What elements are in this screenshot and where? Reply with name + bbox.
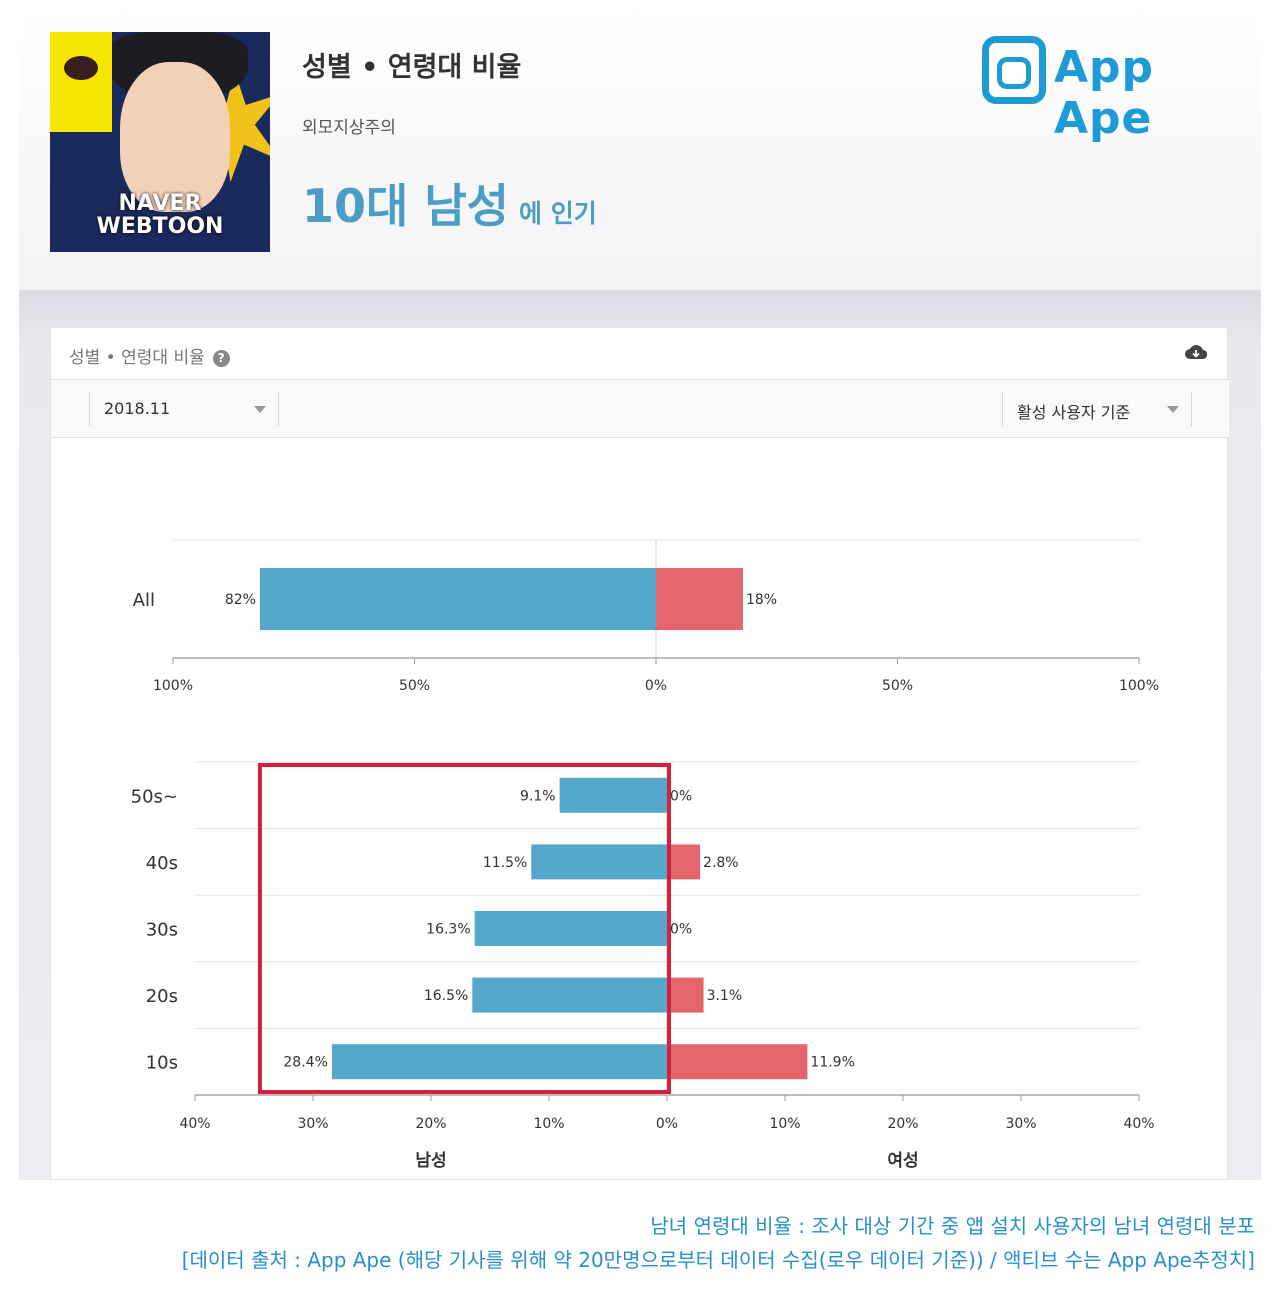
popular-segment: 10대 남성 에 인기 <box>302 170 597 236</box>
x-tick-label: 50% <box>882 678 913 694</box>
period-select[interactable]: 2018.11 <box>89 392 279 426</box>
male-value-label: 11.5% <box>483 855 527 871</box>
ape-face-icon <box>982 36 1046 104</box>
page-title: 성별 • 연령대 비율 <box>302 52 522 83</box>
app-ape-logo: App Ape <box>982 36 1242 144</box>
basis-select[interactable]: 활성 사용자 기준 <box>1002 392 1192 426</box>
male-bar <box>474 911 667 946</box>
panel-title: 성별 • 연령대 비율? <box>69 343 230 368</box>
male-bar <box>531 844 667 880</box>
panel-title-text: 성별 • 연령대 비율 <box>69 348 205 368</box>
x-tick-label: 10% <box>533 1116 564 1132</box>
male-value-label: 28.4% <box>283 1055 327 1071</box>
female-bar <box>667 844 701 880</box>
female-value-label: 18% <box>746 592 777 608</box>
male-bar <box>472 977 667 1013</box>
basis-select-value: 활성 사용자 기준 <box>1017 403 1131 422</box>
period-select-value: 2018.11 <box>104 399 171 418</box>
gender-age-chart: 100% 50% 0% 50% 100% 82% 18% All 40% 30% 20% 10% 0% 1… <box>131 539 1159 1171</box>
app-thumbnail: NAVER WEBTOON <box>50 32 270 252</box>
x-tick-label: 10% <box>769 1116 800 1132</box>
x-tick-label: 30% <box>297 1116 328 1132</box>
category-label: All <box>133 590 155 611</box>
female-value-label: 2.8% <box>703 855 739 871</box>
chevron-down-icon <box>1167 406 1179 413</box>
thumbnail-brand-line1: NAVER <box>118 191 202 216</box>
male-bar <box>259 568 656 630</box>
male-bar <box>331 1044 667 1080</box>
caption-line-2: [데이터 출처 : App Ape (해당 기사를 위해 약 20만명으로부터 … <box>181 1248 1255 1272</box>
highlight-box <box>257 763 671 1094</box>
thumbnail-face-graphic <box>120 62 230 212</box>
x-tick-label: 20% <box>887 1116 918 1132</box>
category-label: 30s <box>146 920 178 941</box>
app-name: 외모지상주의 <box>302 118 396 138</box>
female-value-label: 0% <box>670 922 692 938</box>
thumbnail-brand-line2: WEBTOON <box>96 214 224 239</box>
cloud-download-icon[interactable] <box>1185 344 1207 360</box>
thumbnail-brand: NAVER WEBTOON <box>50 192 270 238</box>
female-value-label: 11.9% <box>810 1055 854 1071</box>
chevron-down-icon <box>254 406 266 413</box>
category-label: 10s <box>146 1053 178 1074</box>
x-tick-label: 40% <box>179 1116 210 1132</box>
female-value-label: 0% <box>670 788 692 804</box>
x-axis-label-male: 남성 <box>415 1151 446 1171</box>
x-tick-label: 40% <box>1123 1116 1154 1132</box>
popular-highlight: 10대 남성 <box>302 179 509 233</box>
female-bar <box>667 977 704 1013</box>
x-tick-label: 0% <box>656 1116 678 1132</box>
filter-bar: 2018.11 활성 사용자 기준 <box>51 380 1229 438</box>
chart-panel: 성별 • 연령대 비율? 2018.11 활성 사용자 기준 <box>50 327 1229 1180</box>
kakao-talk-icon <box>50 32 112 132</box>
caption-line-1: 남녀 연령대 비율 : 조사 대상 기간 중 앱 설치 사용자의 남녀 연령대 … <box>650 1214 1255 1238</box>
female-bar <box>656 568 743 630</box>
x-axis-label-female: 여성 <box>887 1151 918 1171</box>
panel-header: 성별 • 연령대 비율? <box>51 328 1229 380</box>
question-icon[interactable]: ? <box>212 350 230 367</box>
male-value-label: 16.5% <box>424 988 468 1004</box>
x-tick-label: 0% <box>645 678 667 694</box>
x-tick-label: 30% <box>1005 1116 1036 1132</box>
category-label: 40s <box>146 853 178 874</box>
logo-text: App Ape <box>1054 42 1155 144</box>
female-bar <box>667 1044 808 1080</box>
male-bar <box>559 777 667 813</box>
popular-suffix: 에 인기 <box>519 199 597 228</box>
x-tick-label: 100% <box>153 678 193 694</box>
male-value-label: 9.1% <box>520 788 556 804</box>
male-value-label: 82% <box>225 592 256 608</box>
x-tick-label: 50% <box>399 678 430 694</box>
x-tick-label: 100% <box>1119 678 1159 694</box>
category-label: 50s~ <box>131 786 178 807</box>
female-value-label: 3.1% <box>707 988 743 1004</box>
male-value-label: 16.3% <box>426 922 470 938</box>
x-tick-label: 20% <box>415 1116 446 1132</box>
category-label: 20s <box>146 986 178 1007</box>
